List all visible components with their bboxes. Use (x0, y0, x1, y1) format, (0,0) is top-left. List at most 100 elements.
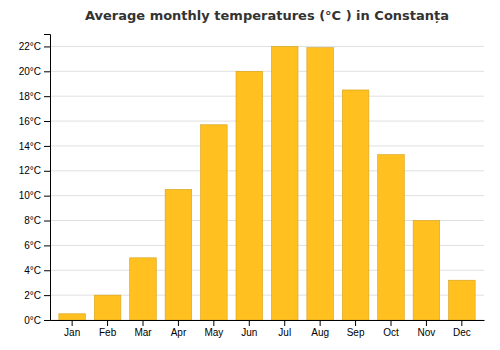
tick-mark (44, 295, 50, 296)
tick: Jul (278, 320, 291, 338)
tick-mark (461, 320, 462, 326)
bar (271, 46, 298, 320)
tick-label: Dec (453, 327, 471, 338)
bar (307, 48, 334, 320)
bar (94, 295, 121, 320)
tick: Aug (311, 320, 329, 338)
tick-mark (44, 196, 50, 197)
tick: Sep (347, 320, 365, 338)
tick-label: Apr (171, 327, 187, 338)
chart: 0°C 2°C 4°C 6°C 8°C 10°C 12°C 14°C 16°C 18°C 20°C 2… (0, 0, 500, 350)
tick-label: 14°C (19, 141, 41, 152)
tick: Apr (171, 320, 187, 338)
tick: 2°C (24, 290, 50, 301)
tick-mark (44, 221, 50, 222)
tick-label: 4°C (24, 265, 41, 276)
axis-line (51, 320, 485, 321)
tick-mark (44, 270, 50, 271)
x-axis: Jan Feb Mar Apr May Jun Jul Aug Sep Oct Nov Dec (51, 320, 485, 338)
tick-mark (249, 320, 250, 326)
tick-label: Nov (418, 327, 436, 338)
tick-label: 0°C (24, 315, 41, 326)
bar (201, 125, 228, 320)
tick-label: 8°C (24, 215, 41, 226)
tick: 6°C (24, 240, 50, 251)
tick: Nov (418, 320, 436, 338)
tick-mark (44, 71, 50, 72)
tick: Oct (383, 320, 399, 338)
grid-line (50, 145, 484, 146)
grid-line (50, 170, 484, 171)
tick-label: Jun (241, 327, 257, 338)
grid (50, 46, 484, 320)
tick: 16°C (19, 116, 50, 127)
tick-mark (143, 320, 144, 326)
tick: Feb (99, 320, 117, 338)
tick-label: 16°C (19, 116, 41, 127)
bar (342, 90, 369, 320)
tick-mark (44, 245, 50, 246)
grid-line (50, 71, 484, 72)
tick: 22°C (19, 41, 50, 52)
tick-mark (213, 320, 214, 326)
tick-mark (284, 320, 285, 326)
tick-label: May (204, 327, 223, 338)
tick-mark (107, 320, 108, 326)
tick-mark (44, 171, 50, 172)
tick: May (204, 320, 223, 338)
tick: Mar (134, 320, 152, 338)
tick-label: 6°C (24, 240, 41, 251)
bar (165, 189, 192, 320)
grid-line (50, 46, 484, 47)
tick-label: Feb (99, 327, 117, 338)
tick: Jun (241, 320, 257, 338)
tick-label: Jan (64, 327, 80, 338)
bar (130, 258, 157, 320)
tick: 10°C (19, 190, 50, 201)
tick: 8°C (24, 215, 50, 226)
tick-mark (44, 121, 50, 122)
tick: 0°C (24, 315, 50, 326)
tick-mark (320, 320, 321, 326)
tick: Jan (64, 320, 80, 338)
bars (59, 46, 475, 320)
y-axis: 0°C 2°C 4°C 6°C 8°C 10°C 12°C 14°C 16°C 18°C 20°C 2… (19, 35, 51, 326)
tick-label: Mar (134, 327, 152, 338)
tick-label: 22°C (19, 41, 41, 52)
tick-label: 10°C (19, 190, 41, 201)
tick: Dec (453, 320, 471, 338)
bar (378, 155, 405, 320)
bar (449, 280, 476, 320)
tick-label: 18°C (19, 91, 41, 102)
tick-mark (44, 146, 50, 147)
tick-mark (44, 46, 50, 47)
plot: 0°C 2°C 4°C 6°C 8°C 10°C 12°C 14°C 16°C 18°C 20°C 2… (19, 35, 485, 339)
tick-mark (44, 320, 50, 321)
tick-label: Aug (311, 327, 329, 338)
bar (236, 71, 263, 320)
tick-mark (72, 320, 73, 326)
tick: 14°C (19, 141, 50, 152)
tick-mark (355, 320, 356, 326)
tick: 12°C (19, 165, 50, 176)
tick-label: Sep (347, 327, 365, 338)
tick-label: 20°C (19, 66, 41, 77)
tick: 20°C (19, 66, 50, 77)
bar (59, 314, 86, 320)
tick-mark (391, 320, 392, 326)
tick-label: Oct (383, 327, 399, 338)
grid-line (50, 121, 484, 122)
tick-label: Jul (278, 327, 291, 338)
grid-line (50, 195, 484, 196)
tick-mark (44, 96, 50, 97)
tick-label: 2°C (24, 290, 41, 301)
tick-mark (426, 320, 427, 326)
axis-line (44, 35, 51, 321)
tick-label: 12°C (19, 165, 41, 176)
tick-mark (178, 320, 179, 326)
grid-line (50, 96, 484, 97)
title: Average monthly temperatures (°C ) in Co… (85, 8, 449, 23)
tick: 18°C (19, 91, 50, 102)
tick: 4°C (24, 265, 50, 276)
bar (413, 221, 440, 320)
